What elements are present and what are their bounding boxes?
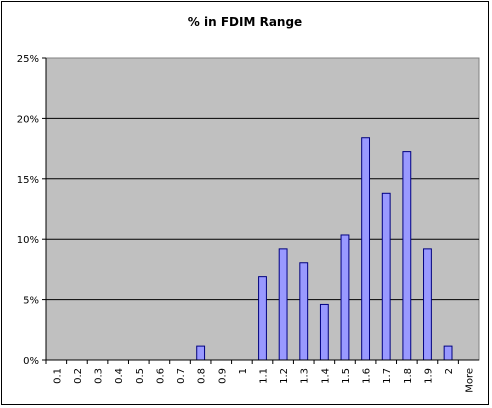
bar-1-2: [278, 248, 288, 361]
chart-title: % in FDIM Range: [188, 15, 302, 29]
x-tick-label: 0.5: [135, 368, 146, 384]
y-tick-label: 15%: [17, 175, 39, 186]
x-tick-label: 0.8: [197, 368, 208, 384]
x-tick-label: 1.6: [362, 368, 373, 384]
y-tick-label: 25%: [17, 54, 39, 65]
x-axis-tick-labels: 0.1 0.2 0.3 0.4 0.5 0.6 0.7 0.8 0.9 1 1.1 1.2 1.3 1.4…: [45, 360, 476, 393]
x-tick-label: 1.9: [423, 368, 434, 384]
y-axis-tick-labels: 0% 5% 10% 15% 20% 25%: [17, 54, 46, 367]
x-tick-label: 2: [444, 368, 455, 374]
bar-1-4: [319, 303, 329, 361]
y-tick-label: 0%: [23, 356, 39, 367]
x-tick-label: 1.1: [259, 368, 270, 384]
bar-1-8: [402, 151, 412, 361]
x-tick-label: 1.3: [300, 368, 311, 384]
x-tick-label: 0.6: [155, 368, 166, 384]
x-tick-label: 0.1: [52, 368, 63, 384]
x-tick-label: 1.8: [403, 368, 414, 384]
bar-2: [443, 345, 453, 361]
x-tick-label: 0.3: [94, 368, 105, 384]
x-tick-label: 0.2: [73, 368, 84, 384]
bar-1-9: [423, 248, 432, 361]
bar-1-5: [340, 234, 350, 361]
x-tick-label: 0.4: [114, 368, 125, 384]
bar-1-7: [381, 192, 391, 361]
bar-0-8: [196, 345, 206, 361]
y-tick-label: 20%: [17, 114, 39, 125]
bar-1-6: [361, 137, 371, 361]
bars: [196, 137, 453, 361]
x-tick-label: 1.2: [279, 368, 290, 384]
x-tick-label: 1.4: [320, 368, 331, 384]
x-tick-label: 0.7: [176, 368, 187, 384]
y-tick-label: 5%: [23, 296, 39, 307]
x-tick-label: 1.7: [382, 368, 393, 384]
bar-1-1: [258, 276, 267, 361]
x-tick-label: 1: [238, 368, 249, 374]
x-tick-label: More: [465, 368, 476, 393]
x-tick-label: 1.5: [341, 368, 352, 384]
x-tick-label: 0.9: [217, 368, 228, 384]
y-tick-label: 10%: [17, 235, 39, 246]
bar-1-3: [299, 262, 309, 361]
